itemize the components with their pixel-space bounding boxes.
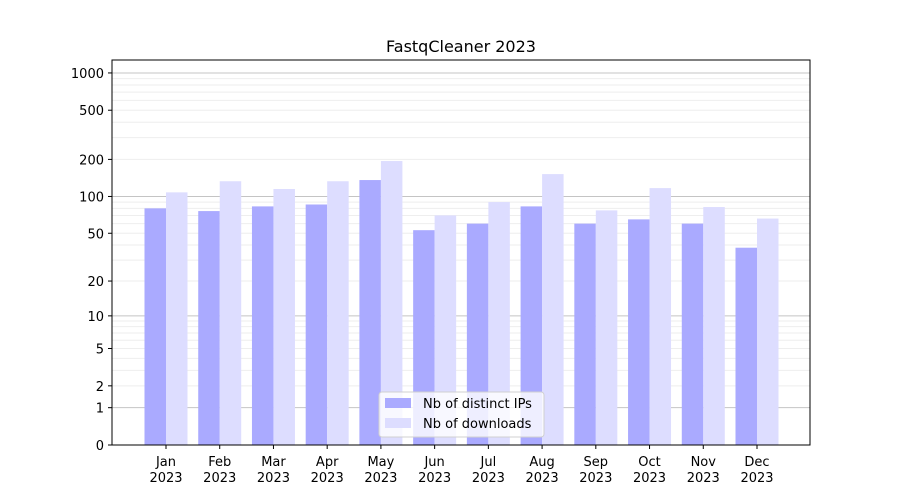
y-tick-label: 20 <box>87 275 104 290</box>
legend-box <box>378 391 545 438</box>
legend-swatch <box>385 398 411 408</box>
y-tick-label: 2 <box>96 380 104 395</box>
legend-swatch <box>385 418 411 428</box>
y-tick-label: 200 <box>79 153 104 168</box>
legend-label: Nb of downloads <box>423 417 532 432</box>
x-tick-label: 2023 <box>472 471 505 486</box>
bar-distinct-ips <box>305 204 328 445</box>
bar-distinct-ips <box>198 211 220 445</box>
x-tick-label: 2023 <box>633 471 666 486</box>
x-tick-label: 2023 <box>203 471 236 486</box>
x-tick-label: Jun <box>423 455 444 470</box>
chart-title: FastqCleaner 2023 <box>386 37 536 56</box>
x-tick-label: Jul <box>480 455 497 470</box>
x-tick-label: Jan <box>155 455 176 470</box>
legend: Nb of distinct IPs Nb of downloads <box>378 391 545 438</box>
bar-distinct-ips <box>359 180 381 445</box>
plot-frame <box>111 59 811 446</box>
y-tick-label: 100 <box>79 190 104 205</box>
x-tick-label: 2023 <box>311 471 344 486</box>
y-tick-label: 1000 <box>71 67 104 82</box>
y-tick-label: 50 <box>87 227 104 242</box>
bar-downloads <box>757 218 779 445</box>
bar-downloads <box>380 161 403 445</box>
bar-distinct-ips <box>413 230 435 445</box>
bar-downloads <box>434 215 457 445</box>
x-tick-label: May <box>367 455 394 470</box>
bar-downloads <box>595 210 618 445</box>
x-tick-label: 2023 <box>149 471 182 486</box>
x-tick-label: 2023 <box>418 471 451 486</box>
bar-distinct-ips <box>466 223 489 445</box>
bar-downloads <box>219 181 242 445</box>
bar-distinct-ips <box>681 223 704 445</box>
legend-label: Nb of distinct IPs <box>423 397 532 412</box>
x-tick-label: 2023 <box>740 471 773 486</box>
bar-distinct-ips <box>628 219 650 445</box>
x-tick-label: Sep <box>584 455 609 470</box>
x-tick-label: 2023 <box>687 471 720 486</box>
bar-distinct-ips <box>144 208 166 445</box>
bar-distinct-ips <box>574 223 596 445</box>
bar-distinct-ips <box>520 206 543 445</box>
y-tick-label: 5 <box>96 343 104 358</box>
y-tick-label: 1 <box>96 402 104 417</box>
x-tick-label: Apr <box>316 455 339 470</box>
bar-downloads <box>166 192 188 445</box>
bar-downloads <box>703 207 725 445</box>
x-tick-label: Oct <box>638 455 660 470</box>
bar-downloads <box>649 188 672 445</box>
y-tick-label: 0 <box>96 439 104 454</box>
x-tick-label: Mar <box>261 455 286 470</box>
x-tick-label: Aug <box>529 455 554 470</box>
x-tick-label: Dec <box>744 455 769 470</box>
bar-distinct-ips <box>251 206 274 445</box>
bar-distinct-ips <box>735 247 757 445</box>
bar-downloads <box>327 181 349 445</box>
bar-downloads <box>488 202 510 445</box>
x-tick-label: 2023 <box>526 471 559 486</box>
x-tick-label: 2023 <box>579 471 612 486</box>
y-tick-label: 10 <box>87 310 104 325</box>
bar-downloads <box>542 174 564 446</box>
x-tick-label: Nov <box>691 455 717 470</box>
x-tick-label: 2023 <box>257 471 290 486</box>
x-tick-label: 2023 <box>364 471 397 486</box>
y-tick-label: 500 <box>79 104 104 119</box>
x-tick-label: Feb <box>208 455 231 470</box>
bar-downloads <box>273 189 295 445</box>
